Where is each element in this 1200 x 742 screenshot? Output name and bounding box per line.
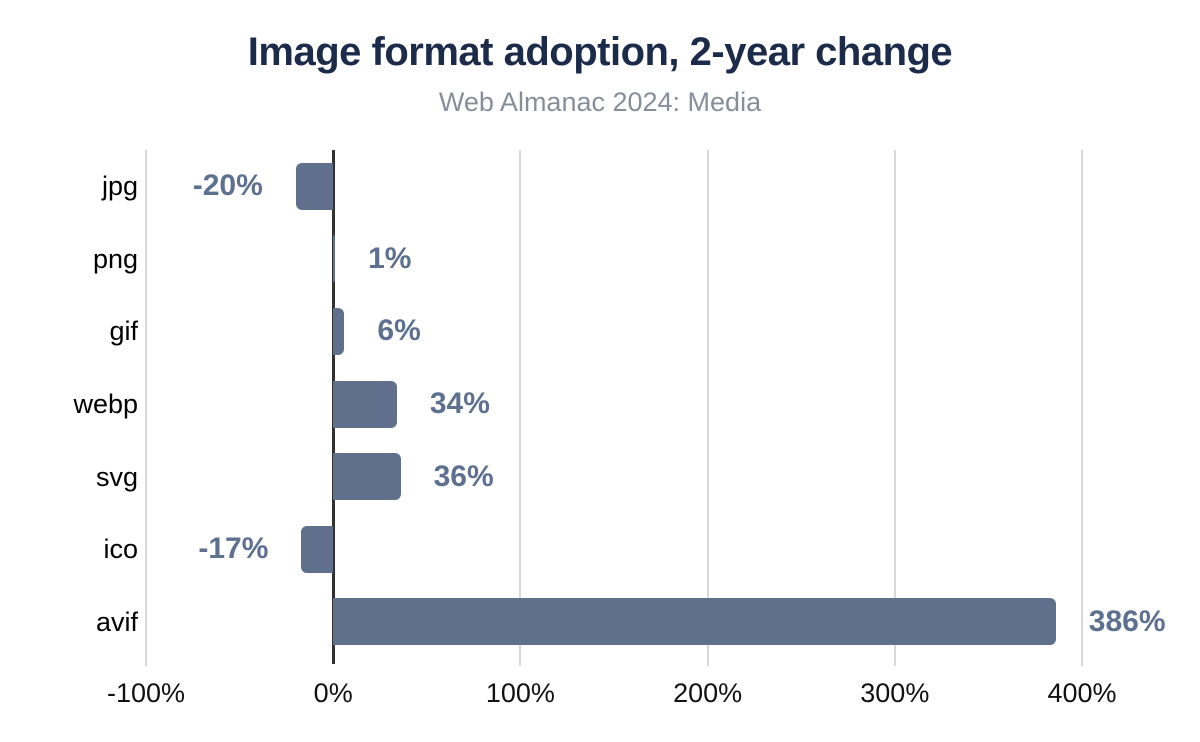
- chart-subtitle: Web Almanac 2024: Media: [438, 87, 762, 117]
- plot-area: -100% 0% 100% 200% 300% 400% jpg -20% png 1% gif 6%…: [73, 150, 1166, 708]
- gridline: [519, 150, 522, 666]
- x-tick-label: -100%: [106, 678, 186, 708]
- gridline: [706, 150, 709, 666]
- value-label: 6%: [377, 314, 421, 348]
- bar: [333, 453, 401, 501]
- category-label: jpg: [101, 171, 138, 202]
- category-label: ico: [103, 534, 138, 565]
- x-tick-label: 0%: [313, 678, 353, 708]
- value-label: -20%: [192, 169, 263, 203]
- category-label: avif: [95, 606, 138, 637]
- bar: [333, 380, 397, 428]
- category-label: png: [92, 243, 138, 274]
- bar: [295, 162, 334, 210]
- gridline: [893, 150, 896, 666]
- value-label: -17%: [198, 532, 269, 566]
- category-label: gif: [109, 316, 138, 347]
- chart-title: Image format adoption, 2-year change: [247, 30, 953, 74]
- bar: [333, 235, 336, 283]
- bar: [333, 598, 1056, 646]
- x-tick-label: 100%: [485, 678, 555, 708]
- bar: [301, 525, 334, 573]
- value-label: 36%: [433, 459, 494, 493]
- bar: [333, 307, 345, 355]
- category-label: webp: [73, 389, 138, 419]
- gridline: [1081, 150, 1083, 666]
- gridline: [145, 150, 147, 666]
- value-label: 34%: [429, 387, 490, 420]
- category-label: svg: [95, 461, 138, 492]
- value-label: 386%: [1088, 604, 1166, 638]
- value-label: 1%: [368, 241, 412, 275]
- x-tick-label: 300%: [860, 678, 930, 708]
- x-tick-label: 400%: [1047, 678, 1117, 708]
- x-tick-label: 200%: [673, 678, 743, 708]
